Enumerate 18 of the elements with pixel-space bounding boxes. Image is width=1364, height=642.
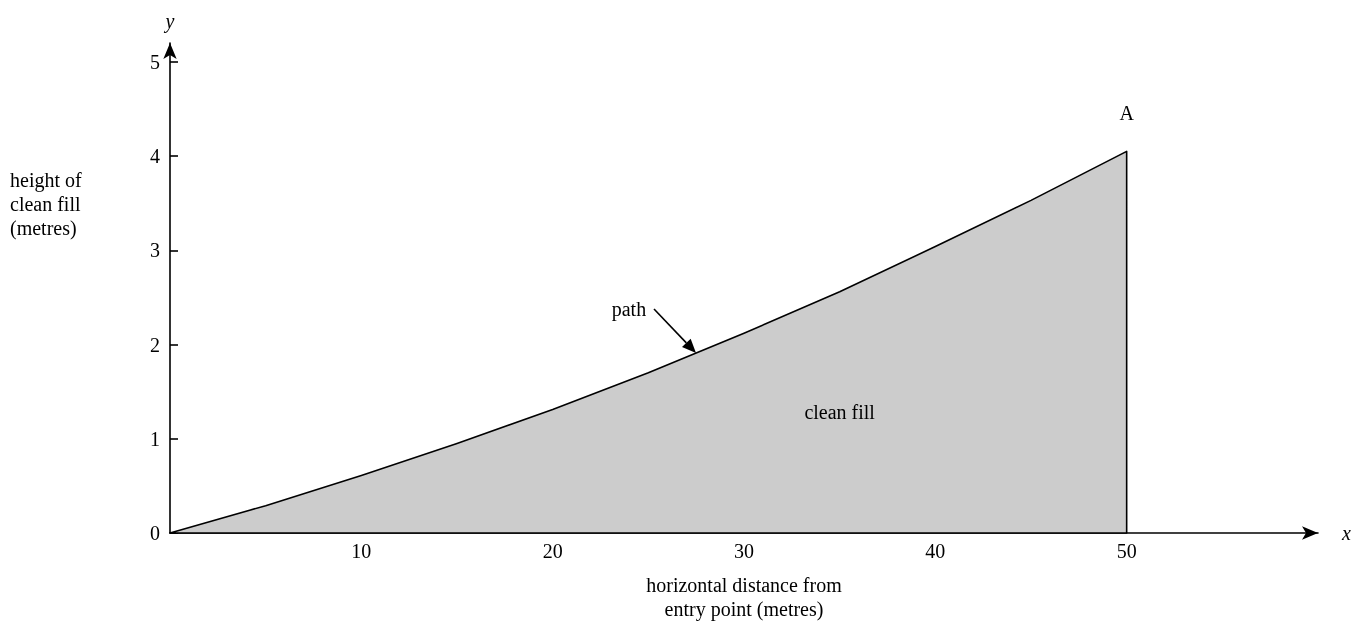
x-axis-title: horizontal distance from entry point (metres) bbox=[645, 573, 843, 621]
annotation: clean fill bbox=[804, 400, 875, 425]
y-axis-title: height of clean fill (metres) bbox=[10, 168, 83, 240]
x-tick-label: 40 bbox=[925, 540, 946, 562]
annotation: path bbox=[611, 297, 647, 322]
y-tick-label: 1 bbox=[150, 427, 160, 450]
text: y bbox=[165, 9, 175, 33]
text: x bbox=[1342, 521, 1351, 545]
y-tick-label: 4 bbox=[150, 145, 160, 168]
y-tick-label: 2 bbox=[150, 333, 160, 356]
y-tick-label: 3 bbox=[150, 239, 160, 262]
x-tick-label: 20 bbox=[542, 540, 563, 562]
x-tick-label: 30 bbox=[734, 540, 754, 562]
x-tick-label: 50 bbox=[1116, 540, 1137, 562]
annotation: A bbox=[1119, 101, 1134, 126]
y-tick-label: 0 bbox=[150, 522, 160, 544]
x-tick-label: 10 bbox=[351, 540, 372, 562]
y-tick-label: 5 bbox=[150, 50, 160, 73]
